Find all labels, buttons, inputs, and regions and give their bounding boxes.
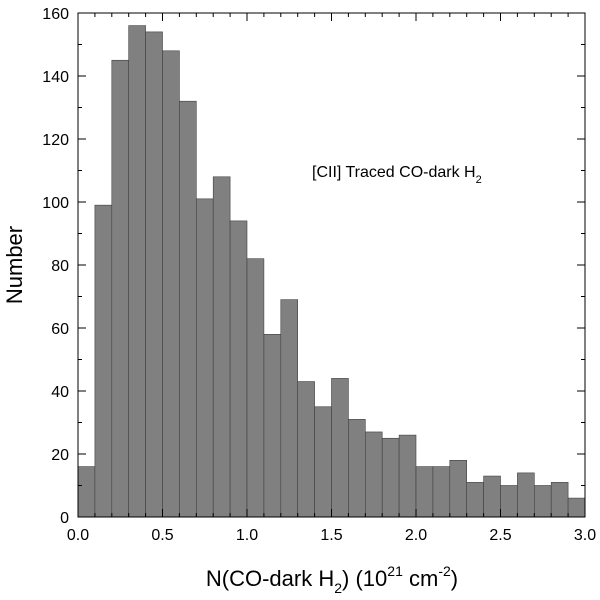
y-tick-label: 140 <box>42 69 69 86</box>
xlabel-main: N(CO-dark H <box>206 566 334 591</box>
annotation-sub: 2 <box>476 174 482 186</box>
histogram-bar <box>246 258 265 518</box>
xlabel-sub: 2 <box>334 580 342 596</box>
xlabel-sup2: -2 <box>438 563 451 579</box>
xlabel-sup1: 21 <box>387 563 403 579</box>
histogram-bar <box>533 485 552 518</box>
histogram-bar <box>263 333 282 518</box>
y-tick-label: 120 <box>42 132 69 149</box>
histogram-bar <box>196 198 214 518</box>
x-tick-label: 3.0 <box>574 527 596 544</box>
histogram-bar <box>297 381 315 518</box>
histogram-bar <box>517 472 535 518</box>
histogram-bar <box>348 419 366 518</box>
histogram-bar <box>162 50 180 518</box>
histogram-bar <box>229 220 248 518</box>
y-tick-label: 40 <box>51 384 69 401</box>
bars-group <box>77 25 586 518</box>
histogram-bar <box>550 482 569 518</box>
histogram-bar <box>145 31 163 518</box>
histogram-bar <box>500 485 518 518</box>
xlabel-mid: ) (10 <box>342 566 387 591</box>
histogram-bar <box>567 497 586 518</box>
tick-labels-group: 0.0 0.5 1.0 1.5 2.0 2.5 3.0 0 20 40 60 80 100 120 140 1… <box>42 6 596 544</box>
xlabel-unit: cm <box>403 566 438 591</box>
x-tick-label: 0.0 <box>67 527 89 544</box>
histogram-bar <box>381 437 400 518</box>
xlabel-end: ) <box>451 566 458 591</box>
chart-annotation: [CII] Traced CO-dark H2 <box>312 164 482 186</box>
y-tick-label: 60 <box>51 321 69 338</box>
histogram-bar <box>331 378 349 518</box>
x-tick-label: 2.5 <box>489 527 511 544</box>
histogram-bar <box>128 25 146 518</box>
y-tick-label: 20 <box>51 447 69 464</box>
histogram-bar <box>466 482 484 518</box>
y-tick-label: 160 <box>42 6 69 23</box>
x-tick-label: 1.5 <box>320 527 342 544</box>
histogram-bar <box>179 100 197 518</box>
x-axis-title: N(CO-dark H2) (1021 cm-2) <box>206 563 458 596</box>
x-tick-label: 2.0 <box>405 527 427 544</box>
histogram-bar <box>77 466 96 518</box>
histogram-bar <box>449 459 467 518</box>
y-tick-label: 100 <box>42 195 69 212</box>
histogram-bar <box>212 176 231 518</box>
histogram-bar <box>111 59 130 518</box>
histogram-bar <box>415 466 434 518</box>
histogram-bar <box>398 434 417 518</box>
annotation-main: [CII] Traced CO-dark H <box>312 164 476 181</box>
histogram-bar <box>432 466 451 518</box>
histogram-bar <box>364 431 383 518</box>
y-axis-title: Number <box>2 226 27 304</box>
plot-frame <box>77 12 586 518</box>
y-tick-label: 80 <box>51 258 69 275</box>
y-tick-label: 0 <box>60 510 69 527</box>
x-tick-label: 0.5 <box>151 527 173 544</box>
histogram-bar <box>314 406 332 518</box>
histogram-bar <box>483 475 501 518</box>
histogram-bar <box>94 204 113 518</box>
x-tick-label: 1.0 <box>236 527 258 544</box>
histogram-bar <box>280 299 298 518</box>
